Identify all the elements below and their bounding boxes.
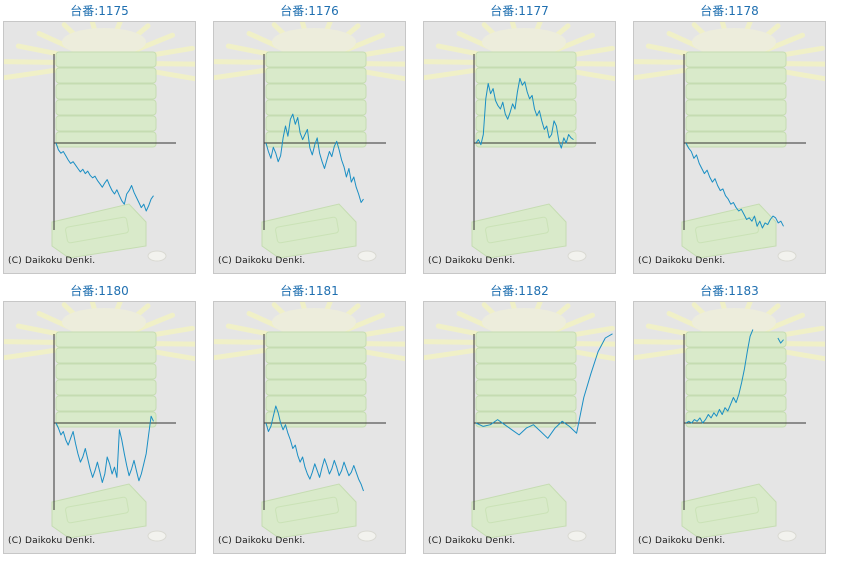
series-line bbox=[685, 329, 754, 424]
plot-area bbox=[634, 22, 825, 262]
background-illustration bbox=[634, 22, 825, 262]
slump-graph[interactable]: (C) Daikoku Denki. bbox=[633, 21, 826, 274]
plot-area bbox=[214, 302, 405, 542]
machine-number-link[interactable]: 台番:1180 bbox=[70, 284, 129, 298]
slump-graph[interactable]: (C) Daikoku Denki. bbox=[3, 301, 196, 554]
background-illustration bbox=[424, 22, 615, 262]
series-line bbox=[475, 77, 574, 149]
plot-area bbox=[634, 302, 825, 542]
slump-graph[interactable]: (C) Daikoku Denki. bbox=[213, 21, 406, 274]
chart-panel: 台番:1178 (C) Daikoku Denki. bbox=[633, 0, 826, 275]
machine-number-link[interactable]: 台番:1178 bbox=[700, 4, 759, 18]
machine-number-link[interactable]: 台番:1175 bbox=[70, 4, 129, 18]
chart-panel: 台番:1177 (C) Daikoku Denki. bbox=[423, 0, 616, 275]
plot-area bbox=[214, 22, 405, 262]
plot-area bbox=[4, 22, 195, 262]
copyright-credit: (C) Daikoku Denki. bbox=[218, 536, 306, 546]
machine-number-link[interactable]: 台番:1177 bbox=[490, 4, 549, 18]
series-line bbox=[55, 142, 154, 212]
background-illustration bbox=[4, 22, 195, 262]
chart-panel: 台番:1182 (C) Daikoku Denki. bbox=[423, 280, 616, 555]
copyright-credit: (C) Daikoku Denki. bbox=[8, 256, 96, 266]
copyright-credit: (C) Daikoku Denki. bbox=[638, 536, 726, 546]
background-illustration bbox=[214, 22, 405, 262]
plot-area bbox=[4, 302, 195, 542]
series-line bbox=[475, 333, 613, 439]
plot-area bbox=[424, 302, 615, 542]
chart-panel: 台番:1180 (C) Daikoku Denki. bbox=[3, 280, 196, 555]
chart-panel: 台番:1175 (C) Daikoku Denki. bbox=[3, 0, 196, 275]
slump-graph[interactable]: (C) Daikoku Denki. bbox=[423, 301, 616, 554]
series-line bbox=[265, 405, 364, 492]
series-line bbox=[265, 113, 364, 203]
slump-graph[interactable]: (C) Daikoku Denki. bbox=[423, 21, 616, 274]
background-illustration bbox=[4, 302, 195, 542]
plot-area bbox=[424, 22, 615, 262]
chart-panel: 台番:1183 (C) Daikoku Denki. bbox=[633, 280, 826, 555]
copyright-credit: (C) Daikoku Denki. bbox=[218, 256, 306, 266]
slump-graph[interactable]: (C) Daikoku Denki. bbox=[213, 301, 406, 554]
series-line bbox=[685, 142, 784, 229]
machine-number-link[interactable]: 台番:1183 bbox=[700, 284, 759, 298]
machine-number-link[interactable]: 台番:1182 bbox=[490, 284, 549, 298]
copyright-credit: (C) Daikoku Denki. bbox=[428, 536, 516, 546]
background-illustration bbox=[634, 302, 825, 542]
chart-panel: 台番:1176 (C) Daikoku Denki. bbox=[213, 0, 406, 275]
copyright-credit: (C) Daikoku Denki. bbox=[8, 536, 96, 546]
slump-graph[interactable]: (C) Daikoku Denki. bbox=[633, 301, 826, 554]
chart-panel: 台番:1181 (C) Daikoku Denki. bbox=[213, 280, 406, 555]
copyright-credit: (C) Daikoku Denki. bbox=[428, 256, 516, 266]
series-line bbox=[777, 337, 784, 344]
machine-number-link[interactable]: 台番:1176 bbox=[280, 4, 339, 18]
series-line bbox=[55, 415, 154, 483]
copyright-credit: (C) Daikoku Denki. bbox=[638, 256, 726, 266]
background-illustration bbox=[214, 302, 405, 542]
background-illustration bbox=[424, 302, 615, 542]
machine-number-link[interactable]: 台番:1181 bbox=[280, 284, 339, 298]
slump-graph[interactable]: (C) Daikoku Denki. bbox=[3, 21, 196, 274]
